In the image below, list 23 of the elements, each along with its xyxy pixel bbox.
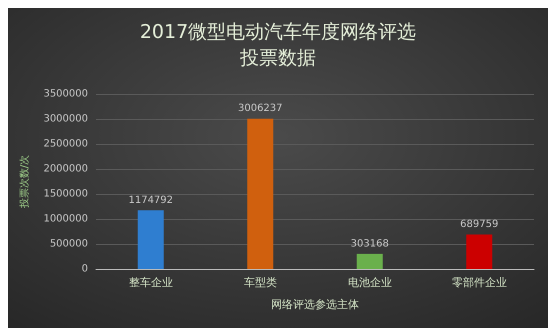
y-tick-label: 3000000 — [43, 114, 88, 124]
y-tick-label: 1500000 — [43, 188, 88, 200]
x-tick-label: 零部件企业 — [452, 276, 507, 289]
bar — [138, 210, 164, 269]
chart-title: 2017微型电动汽车年度网络评选投票数据 — [140, 21, 416, 69]
y-tick-label: 1000000 — [43, 214, 88, 224]
bar — [247, 118, 274, 269]
data-label: 303168 — [350, 238, 389, 250]
bar — [466, 234, 492, 269]
y-axis-title: 投票次数/次 — [18, 154, 30, 210]
bar — [356, 254, 383, 269]
y-tick-label: 2500000 — [43, 138, 88, 150]
y-tick-label: 3500000 — [43, 88, 88, 100]
data-label: 689759 — [460, 219, 498, 230]
x-tick-label: 车型类 — [244, 276, 277, 289]
y-tick-label: 0 — [82, 264, 88, 274]
y-tick-label: 2000000 — [43, 164, 88, 174]
y-tick-label: 500000 — [50, 238, 88, 250]
x-tick-label: 电池企业 — [348, 276, 392, 289]
data-label: 1174792 — [128, 194, 174, 206]
x-tick-label: 整车企业 — [128, 276, 173, 289]
data-label: 3006237 — [238, 103, 283, 114]
x-axis-title: 网络评选参选主体 — [271, 298, 359, 311]
